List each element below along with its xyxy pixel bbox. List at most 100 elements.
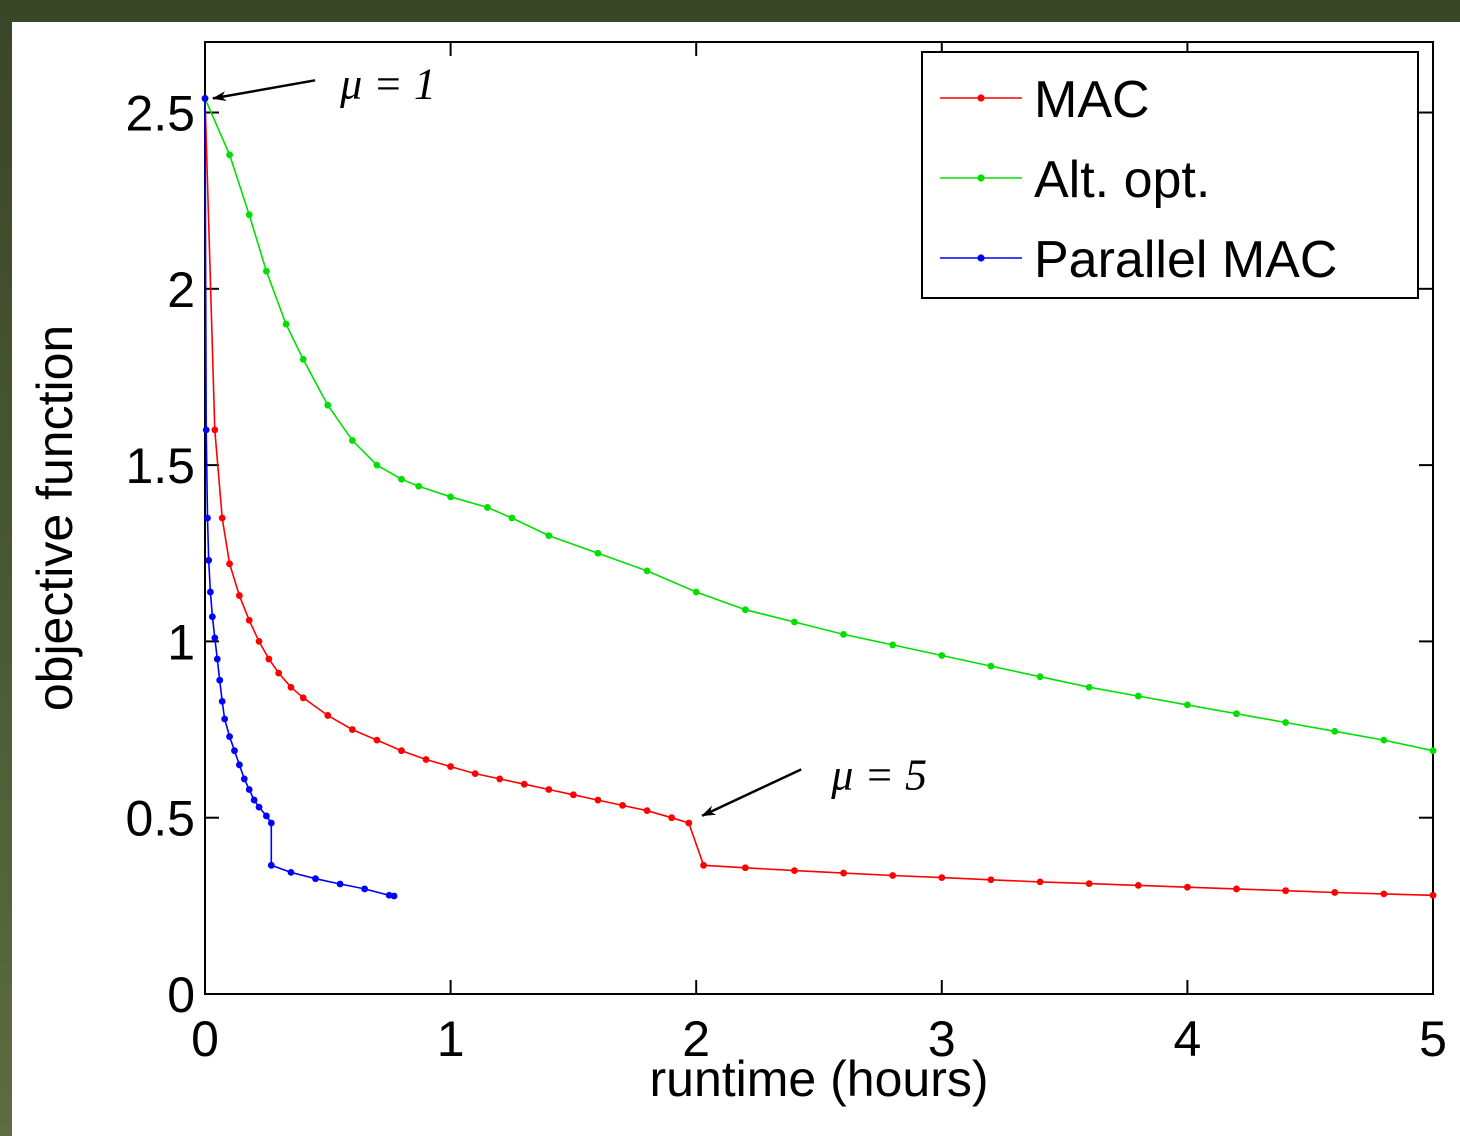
- series-layer: [201, 95, 1437, 900]
- legend-marker: [977, 94, 985, 102]
- data-point: [643, 807, 651, 815]
- data-point: [840, 630, 847, 638]
- data-point: [1429, 891, 1437, 899]
- data-point: [1184, 701, 1191, 709]
- y-tick-label: 0.5: [125, 791, 195, 847]
- data-point: [282, 320, 290, 328]
- data-point: [668, 814, 676, 822]
- legend-box: [921, 51, 1419, 299]
- data-point: [1134, 692, 1142, 700]
- data-point: [287, 683, 295, 691]
- data-point: [741, 606, 749, 614]
- data-point: [938, 652, 946, 659]
- data-point: [447, 763, 454, 770]
- data-point: [840, 869, 847, 877]
- data-point: [348, 437, 356, 444]
- data-point: [226, 151, 233, 159]
- axis-ticks: 0 1 2 3 4 5 0 0.5 1 1.5 2 2.5: [125, 42, 1447, 1067]
- data-point: [235, 592, 243, 599]
- data-point: [508, 514, 516, 522]
- data-point: [299, 355, 307, 363]
- data-point: [987, 876, 995, 884]
- annotation-arrow: [212, 79, 316, 102]
- data-point: [240, 775, 248, 783]
- data-point: [255, 638, 263, 645]
- data-point: [267, 861, 275, 869]
- data-point: [275, 669, 283, 677]
- data-point: [336, 880, 344, 888]
- annotation-label: μ = 1: [339, 59, 436, 108]
- data-point: [1184, 883, 1191, 891]
- y-axis-label: objective function: [27, 325, 83, 711]
- data-point: [324, 401, 332, 409]
- data-point: [1331, 727, 1339, 735]
- legend-entry: MAC: [1034, 71, 1150, 129]
- data-point: [218, 514, 226, 522]
- data-point: [287, 868, 295, 876]
- data-point: [1085, 880, 1093, 888]
- annotation-arrow: [701, 768, 802, 817]
- data-point: [216, 676, 224, 684]
- data-point: [398, 475, 405, 483]
- data-point: [1282, 719, 1290, 726]
- data-point: [312, 875, 319, 883]
- data-point: [545, 532, 553, 540]
- data-point: [643, 567, 651, 575]
- x-tick-label: 1: [437, 1011, 465, 1067]
- data-point: [520, 780, 528, 788]
- data-point: [226, 733, 233, 741]
- data-point: [471, 770, 479, 778]
- data-point: [218, 697, 226, 705]
- data-point: [263, 812, 270, 820]
- data-point: [390, 892, 398, 900]
- legend-marker: [977, 254, 985, 262]
- data-point: [685, 819, 693, 827]
- data-point: [231, 747, 238, 755]
- data-point: [987, 662, 995, 670]
- data-point: [1085, 683, 1093, 691]
- y-tick-label: 2.5: [125, 86, 195, 142]
- y-tick-label: 2: [167, 262, 195, 318]
- annotation-label: μ = 5: [830, 750, 927, 799]
- data-point: [1429, 747, 1437, 755]
- data-point: [235, 761, 243, 769]
- data-point: [692, 588, 700, 596]
- data-point: [545, 786, 553, 793]
- data-point: [700, 861, 707, 869]
- data-point: [1036, 673, 1044, 681]
- data-point: [348, 726, 356, 733]
- data-point: [1134, 882, 1142, 889]
- legend: MAC Alt. opt. Parallel MAC: [921, 51, 1419, 299]
- data-point: [889, 641, 897, 649]
- data-point: [594, 796, 602, 804]
- data-point: [204, 514, 211, 522]
- data-point: [255, 803, 263, 811]
- data-point: [324, 712, 332, 719]
- data-point: [398, 747, 405, 755]
- data-point: [226, 560, 233, 568]
- x-tick-label: 4: [1173, 1011, 1201, 1067]
- chart-panel: 0 1 2 3 4 5 0 0.5 1 1.5 2 2.5 μ = 1 μ = 5 MAC Alt. op…: [12, 22, 1460, 1136]
- data-point: [791, 867, 798, 874]
- data-point: [205, 556, 213, 564]
- data-point: [1036, 878, 1044, 886]
- data-point: [594, 549, 602, 557]
- x-tick-label: 3: [928, 1011, 956, 1067]
- data-point: [265, 655, 273, 663]
- data-point: [263, 267, 270, 275]
- data-point: [208, 613, 216, 621]
- data-point: [496, 775, 504, 783]
- data-point: [1331, 889, 1339, 896]
- data-point: [373, 736, 381, 744]
- data-point: [1380, 890, 1388, 898]
- data-point: [213, 655, 221, 663]
- data-point: [938, 874, 946, 882]
- data-point: [221, 715, 229, 723]
- data-point: [1282, 887, 1290, 895]
- data-point: [1380, 736, 1388, 744]
- data-point: [245, 211, 253, 219]
- legend-entry: Alt. opt.: [1034, 151, 1210, 209]
- data-point: [211, 634, 219, 642]
- data-point: [1233, 710, 1240, 718]
- data-point: [245, 616, 253, 624]
